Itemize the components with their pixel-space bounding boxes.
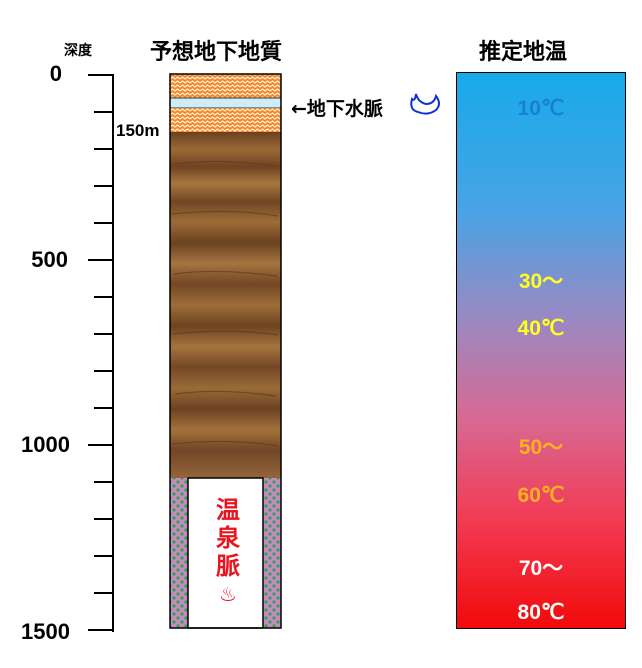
geology-column [169,73,282,629]
depth-tick [94,148,112,150]
depth-tick-major [88,444,112,446]
rock-layer [170,132,281,478]
temp-label-30: 30～ [518,270,564,293]
depth-tick [94,333,112,335]
depth-label-1500: 1500 [21,619,70,644]
temperature-gradient-bar [456,72,626,629]
depth-tick [94,592,112,594]
depth-tick [94,111,112,113]
hot-spring-char: 脈 [216,552,240,580]
hot-spring-label: 温 泉 脈 ♨ [208,496,248,608]
sand-layer-lower [170,108,281,132]
temperature-header: 推定地温 [479,40,568,65]
depth-tick-major [88,74,112,76]
depth-tick [94,518,112,520]
depth-tick [94,555,112,557]
sand-layer-upper [170,74,281,98]
depth-tick-major [88,259,112,261]
geology-column-outline [169,73,282,629]
groundwater-layer [169,97,282,109]
depth-tick [94,185,112,187]
depth-tick [94,370,112,372]
geology-header: 予想地下地質 [150,40,283,65]
temp-label-40: 40℃ [517,317,565,340]
groundwater-label: ←地下水脈 [291,98,383,120]
temp-label-50: 50～ [518,436,564,459]
depth-tick [94,296,112,298]
depth-header: 深度 [64,43,92,59]
hot-spring-char: 泉 [216,524,240,552]
temp-label-60: 60℃ [517,484,565,507]
hot-spring-icon: ♨ [219,582,237,606]
depth-marker-150m: 150m [116,121,160,140]
temp-label-10: 10℃ [517,97,565,120]
depth-axis-line [112,74,114,632]
depth-tick [94,407,112,409]
temp-label-70: 70～ [518,557,564,580]
depth-label-1000: 1000 [21,432,70,457]
temp-label-80: 80℃ [517,601,565,624]
depth-label-0: 0 [49,61,62,86]
depth-tick [94,481,112,483]
depth-tick [94,222,112,224]
depth-label-500: 500 [31,247,68,272]
depth-tick-major [88,629,112,631]
water-drop-icon [410,93,440,115]
hot-spring-char: 温 [216,496,240,524]
